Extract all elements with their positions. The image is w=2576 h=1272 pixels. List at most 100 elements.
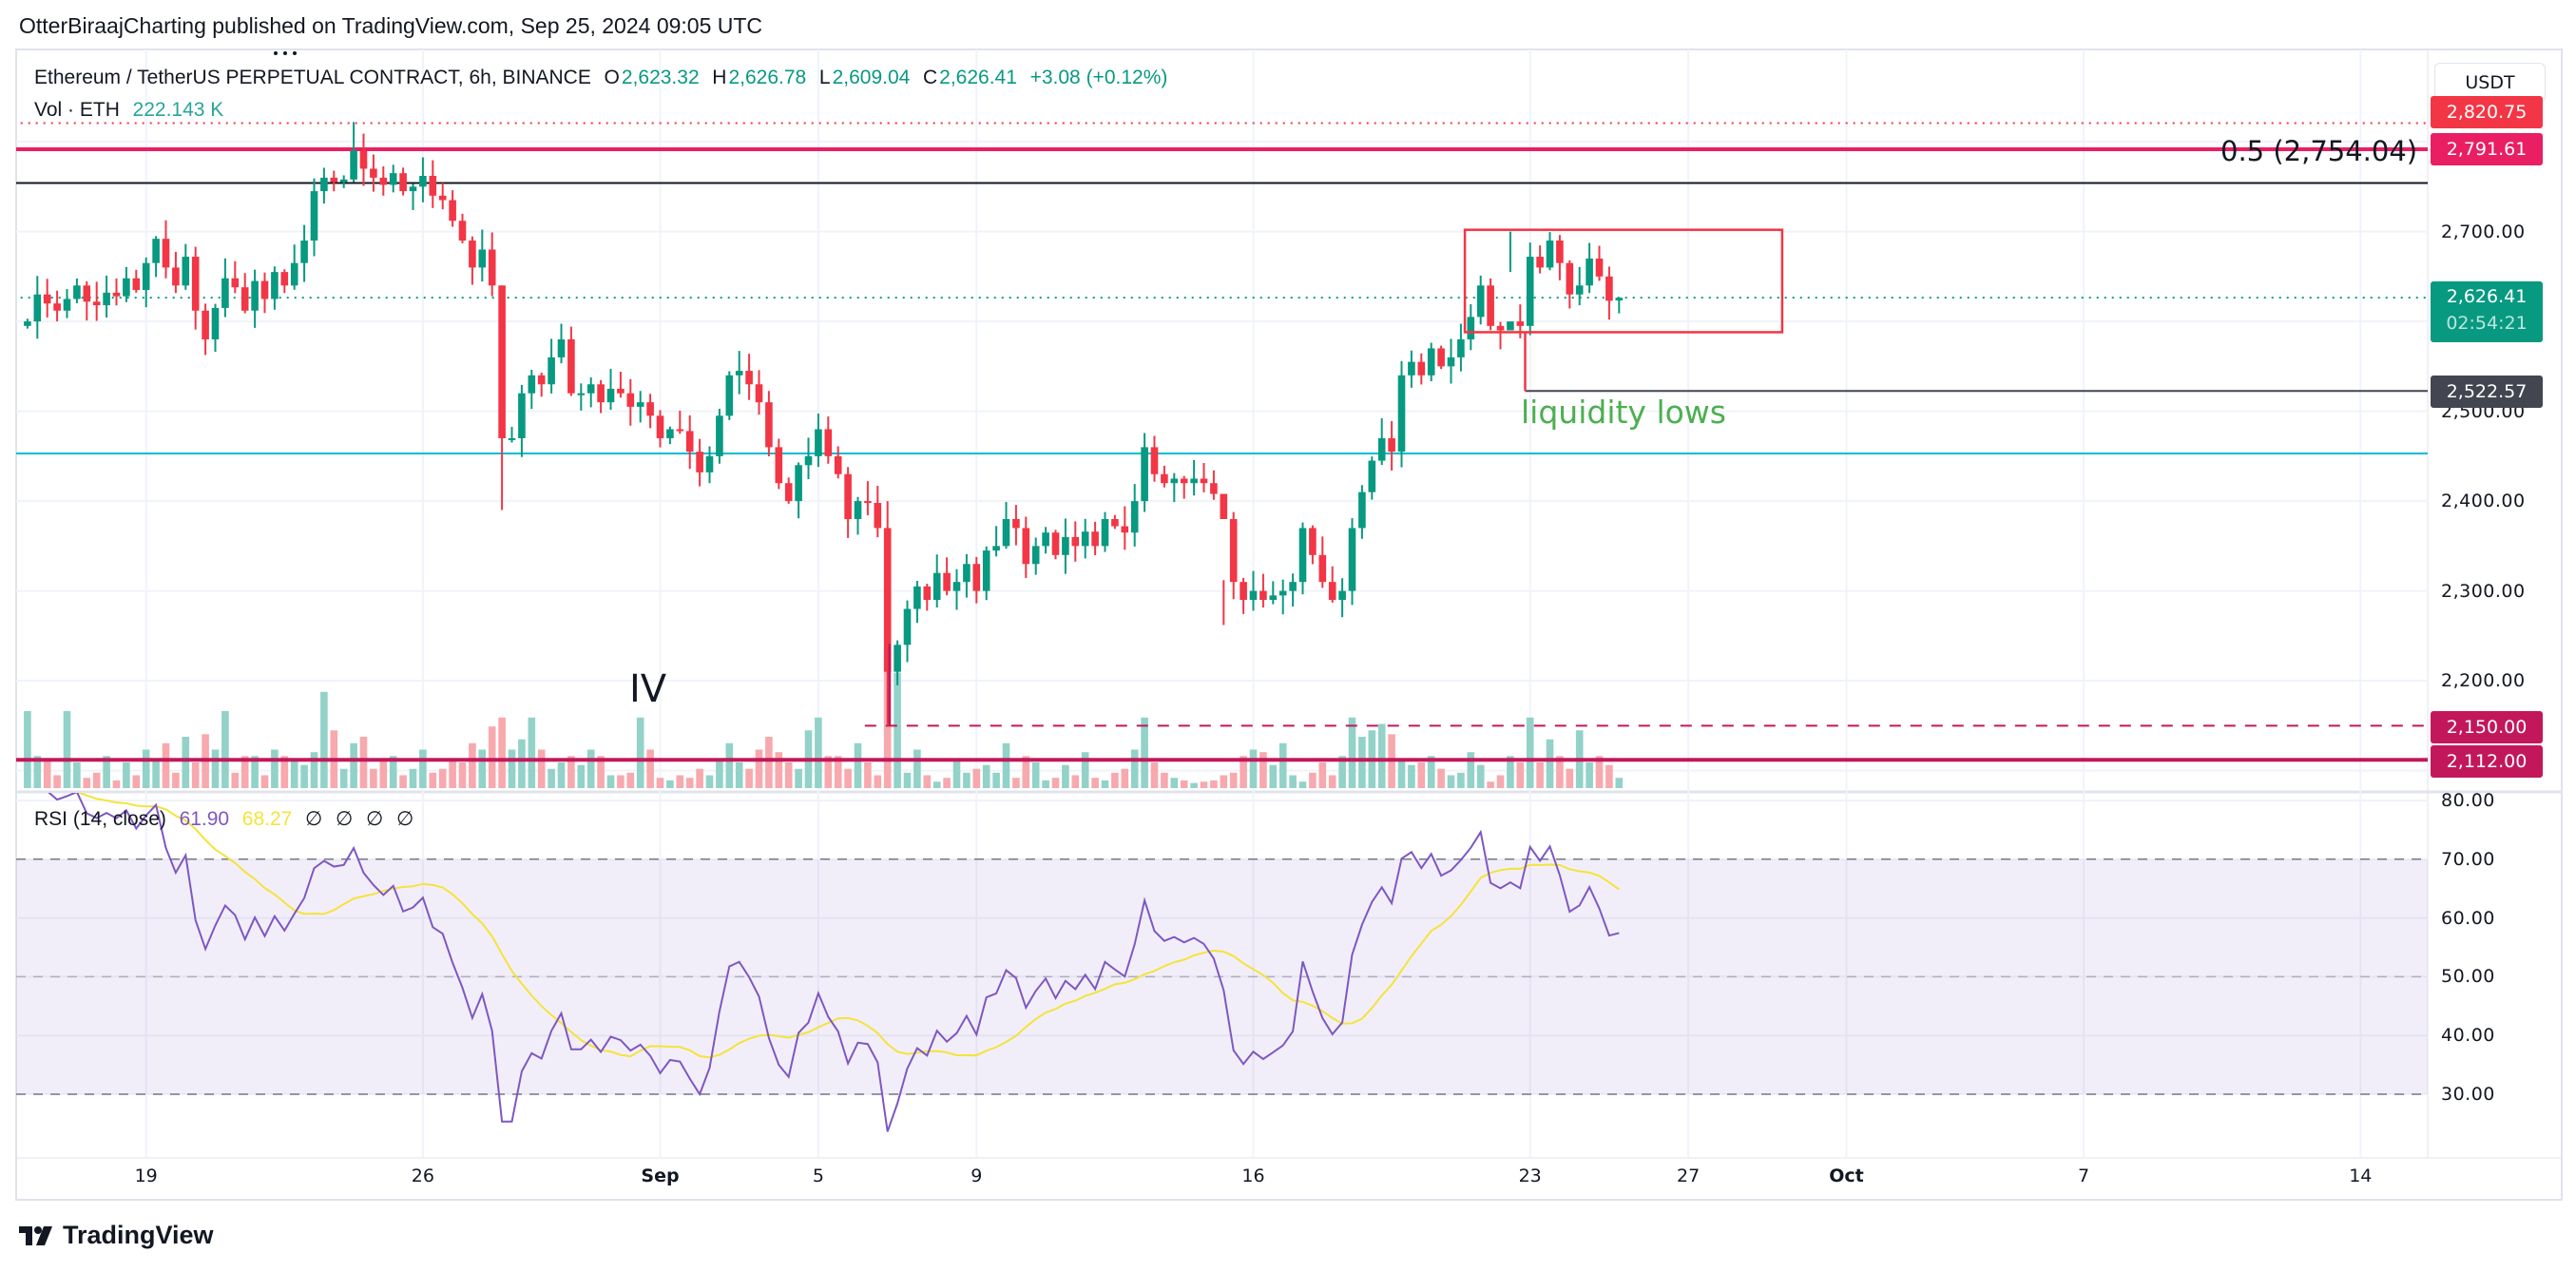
date-tick-label: Sep: [641, 1166, 680, 1186]
candle-body: [498, 285, 506, 438]
volume-bar: [271, 749, 279, 788]
volume-bar: [53, 775, 61, 788]
candle-down: [844, 467, 852, 538]
volume-bar: [1605, 764, 1613, 788]
date-tick-label: 16: [1241, 1166, 1265, 1186]
candle-down: [359, 133, 368, 186]
volume-bar: [142, 749, 150, 788]
price-label-2112: 2,112.00: [2431, 745, 2543, 778]
candle-up: [1377, 417, 1386, 466]
candle-up: [606, 368, 615, 411]
candle-up: [705, 446, 714, 484]
candle-up: [1002, 502, 1010, 549]
wave-iv-annotation[interactable]: IV: [629, 667, 667, 711]
rsi-tick-label: 70.00: [2441, 848, 2495, 870]
volume-bar: [537, 749, 546, 788]
candle-up: [1546, 232, 1554, 271]
candle-body: [725, 375, 734, 416]
candle-down: [784, 477, 793, 504]
candle-up: [725, 371, 734, 420]
candle-body: [73, 285, 81, 299]
candle-down: [646, 394, 654, 429]
candle-body: [1338, 590, 1346, 601]
candle-down: [449, 190, 456, 227]
candle-body: [874, 502, 882, 529]
date-tick-label: 9: [971, 1166, 983, 1186]
candle-body: [784, 483, 793, 502]
candle-up: [795, 462, 802, 519]
candle-down: [1437, 345, 1445, 370]
candle-up: [1408, 350, 1415, 388]
volume-bar: [1200, 781, 1208, 788]
candle-body: [765, 402, 773, 448]
date-tick-label: 23: [1518, 1166, 1542, 1186]
volume-bar: [221, 711, 229, 788]
volume-bar: [666, 780, 674, 788]
rsi-ma-value: 68.27: [241, 808, 293, 830]
candle-body: [370, 168, 377, 178]
fib-level-label[interactable]: 0.5 (2,754.04): [2220, 135, 2418, 167]
volume-bar: [815, 717, 822, 788]
candle-down: [330, 170, 338, 192]
candle-body: [359, 150, 368, 169]
tradingview-logo[interactable]: TradingView: [19, 1221, 214, 1250]
volume-bar: [43, 760, 51, 788]
candle-body: [537, 375, 546, 385]
candle-down: [834, 446, 842, 479]
candle-body: [1457, 339, 1465, 357]
rsi-lines: [48, 793, 1620, 1132]
candle-up: [982, 546, 990, 601]
candle-body: [1417, 361, 1426, 376]
volume-bar: [1091, 778, 1099, 788]
candle-down: [745, 354, 753, 400]
candle-body: [795, 465, 802, 502]
candle-down: [1259, 573, 1267, 607]
volume-bar: [864, 762, 872, 788]
symbol-title[interactable]: Ethereum / TetherUS PERPETUAL CONTRACT, …: [34, 67, 591, 88]
rsi-title[interactable]: RSI (14, close): [34, 808, 166, 830]
volume-bar: [716, 760, 723, 788]
candle-body: [1447, 357, 1455, 367]
candle-down: [1240, 577, 1247, 614]
candle-down: [567, 326, 575, 396]
horizontal-levels[interactable]: [0, 122, 2428, 762]
candle-body: [844, 473, 852, 519]
candle-body: [685, 431, 694, 453]
volume-bar: [211, 749, 220, 788]
candle-body: [24, 321, 31, 326]
drawings[interactable]: [888, 228, 1784, 726]
candle-up: [1289, 573, 1297, 607]
volume-bar: [379, 760, 388, 788]
volume-label[interactable]: Vol · ETH: [34, 99, 120, 121]
candle-body: [636, 402, 644, 407]
candle-body: [300, 241, 308, 263]
volume-bar: [1259, 752, 1267, 788]
volume-bar: [478, 749, 487, 788]
candle-body: [350, 150, 357, 180]
volume-bar: [488, 726, 496, 788]
date-tick-label: Oct: [1829, 1166, 1864, 1186]
volume-bar: [1526, 717, 1534, 788]
liquidity-lows-annotation[interactable]: liquidity lows: [1521, 394, 1726, 431]
volume-bar: [1467, 752, 1475, 788]
date-tick-label: 7: [2078, 1166, 2090, 1186]
candle-up: [290, 244, 298, 290]
close-value: 2,626.41: [939, 67, 1017, 88]
price-tick-label: 2,200.00: [2441, 670, 2526, 692]
candle-up: [63, 289, 71, 318]
candle-body: [557, 339, 566, 357]
volume-bar: [1437, 768, 1445, 788]
candle-down: [488, 232, 496, 297]
candle-body: [1566, 262, 1574, 295]
candle-body: [1190, 478, 1198, 484]
volume-bar: [1289, 775, 1297, 788]
candle-body: [1298, 528, 1307, 583]
candle-body: [676, 429, 684, 432]
candle-body: [1427, 348, 1435, 376]
candle-up: [548, 338, 555, 394]
candle-down: [943, 557, 951, 596]
candle-body: [202, 310, 209, 339]
candle-up: [1278, 579, 1287, 615]
candle-up: [1348, 518, 1356, 606]
